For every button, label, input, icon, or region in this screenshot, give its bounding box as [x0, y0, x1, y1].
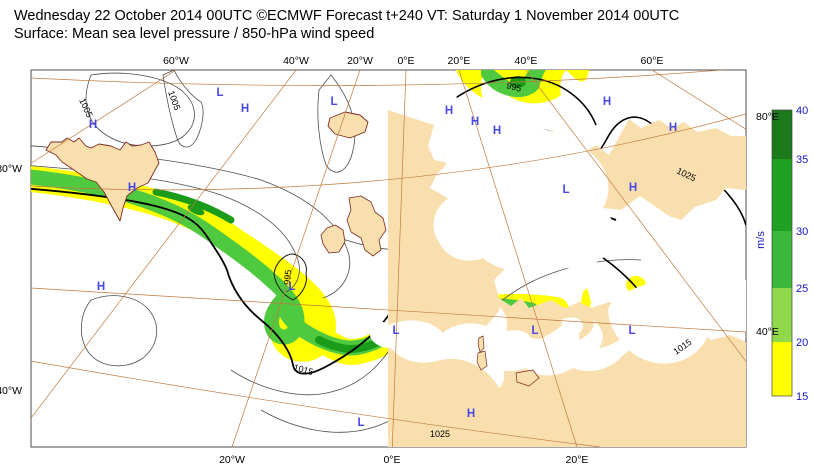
svg-text:L: L [628, 325, 635, 337]
svg-text:H: H [97, 281, 105, 293]
svg-text:15: 15 [796, 391, 808, 403]
svg-text:20°W: 20°W [219, 454, 245, 465]
svg-text:H: H [241, 103, 249, 115]
svg-text:60°W: 60°W [163, 55, 189, 67]
svg-text:L: L [531, 325, 538, 337]
svg-text:H: H [493, 125, 501, 137]
svg-text:m/s: m/s [755, 231, 767, 249]
svg-text:20: 20 [796, 337, 808, 349]
svg-text:L: L [330, 96, 337, 108]
svg-text:30: 30 [796, 226, 808, 238]
svg-text:L: L [357, 417, 364, 429]
svg-text:H: H [89, 119, 97, 131]
svg-text:H: H [669, 122, 677, 134]
svg-text:H: H [629, 182, 637, 194]
svg-text:H: H [445, 105, 453, 117]
svg-text:20°W: 20°W [347, 55, 373, 67]
svg-text:20°E: 20°E [566, 454, 589, 465]
svg-text:0°E: 0°E [397, 55, 414, 67]
svg-text:H: H [128, 182, 136, 194]
svg-text:40°W: 40°W [283, 55, 309, 67]
svg-text:L: L [562, 184, 569, 196]
svg-text:80°W: 80°W [0, 163, 22, 175]
svg-text:25: 25 [796, 283, 808, 295]
svg-text:20°E: 20°E [448, 55, 471, 67]
svg-text:H: H [603, 96, 611, 108]
svg-text:60°E: 60°E [641, 55, 664, 67]
svg-text:35: 35 [796, 154, 808, 166]
svg-text:1025: 1025 [430, 429, 450, 439]
svg-text:L: L [392, 325, 399, 337]
svg-text:0°E: 0°E [383, 454, 400, 465]
svg-text:H: H [471, 116, 479, 128]
svg-text:L: L [288, 281, 295, 293]
svg-text:L: L [216, 87, 223, 99]
svg-text:40°W: 40°W [0, 385, 22, 397]
svg-text:40°E: 40°E [756, 326, 779, 338]
svg-text:40: 40 [796, 105, 808, 117]
svg-text:80°E: 80°E [756, 111, 779, 123]
svg-text:40°E: 40°E [515, 55, 538, 67]
svg-text:H: H [467, 408, 475, 420]
